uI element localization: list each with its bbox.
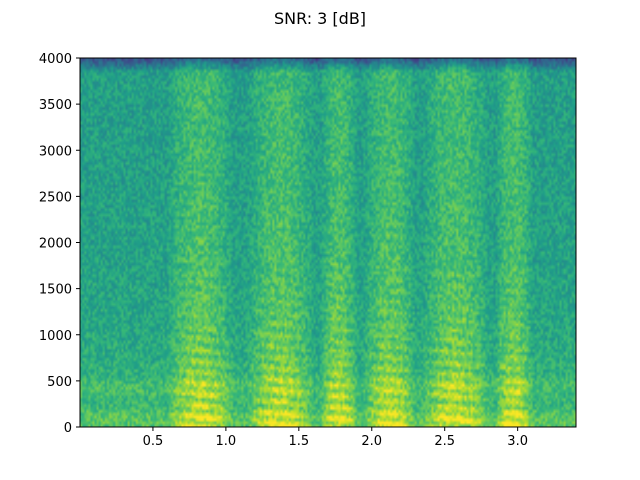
y-tick-label: 500 (47, 375, 72, 390)
x-tick-label: 2.5 (434, 434, 455, 449)
x-axis: 0.5 1.0 1.5 2.0 2.5 3.0 (143, 427, 528, 449)
chart-title: SNR: 3 [dB] (274, 9, 366, 28)
y-tick-label: 2000 (39, 237, 72, 252)
y-tick-label: 4000 (39, 52, 72, 67)
y-tick-label: 3000 (39, 144, 72, 159)
y-tick-label: 1500 (39, 283, 72, 298)
y-tick-label: 1000 (39, 329, 72, 344)
plot-area (79, 57, 577, 428)
x-tick-label: 2.0 (361, 434, 382, 449)
y-tick-label: 2500 (39, 190, 72, 205)
y-axis: 0 500 1000 1500 2000 2500 3000 3500 4000 (39, 52, 80, 436)
spectrogram-image (80, 58, 576, 427)
x-tick-label: 1.0 (216, 434, 237, 449)
x-tick-label: 1.5 (288, 434, 309, 449)
y-tick-label: 3500 (39, 98, 72, 113)
x-tick-label: 0.5 (143, 434, 164, 449)
y-tick-label: 0 (64, 421, 72, 436)
x-tick-label: 3.0 (507, 434, 528, 449)
